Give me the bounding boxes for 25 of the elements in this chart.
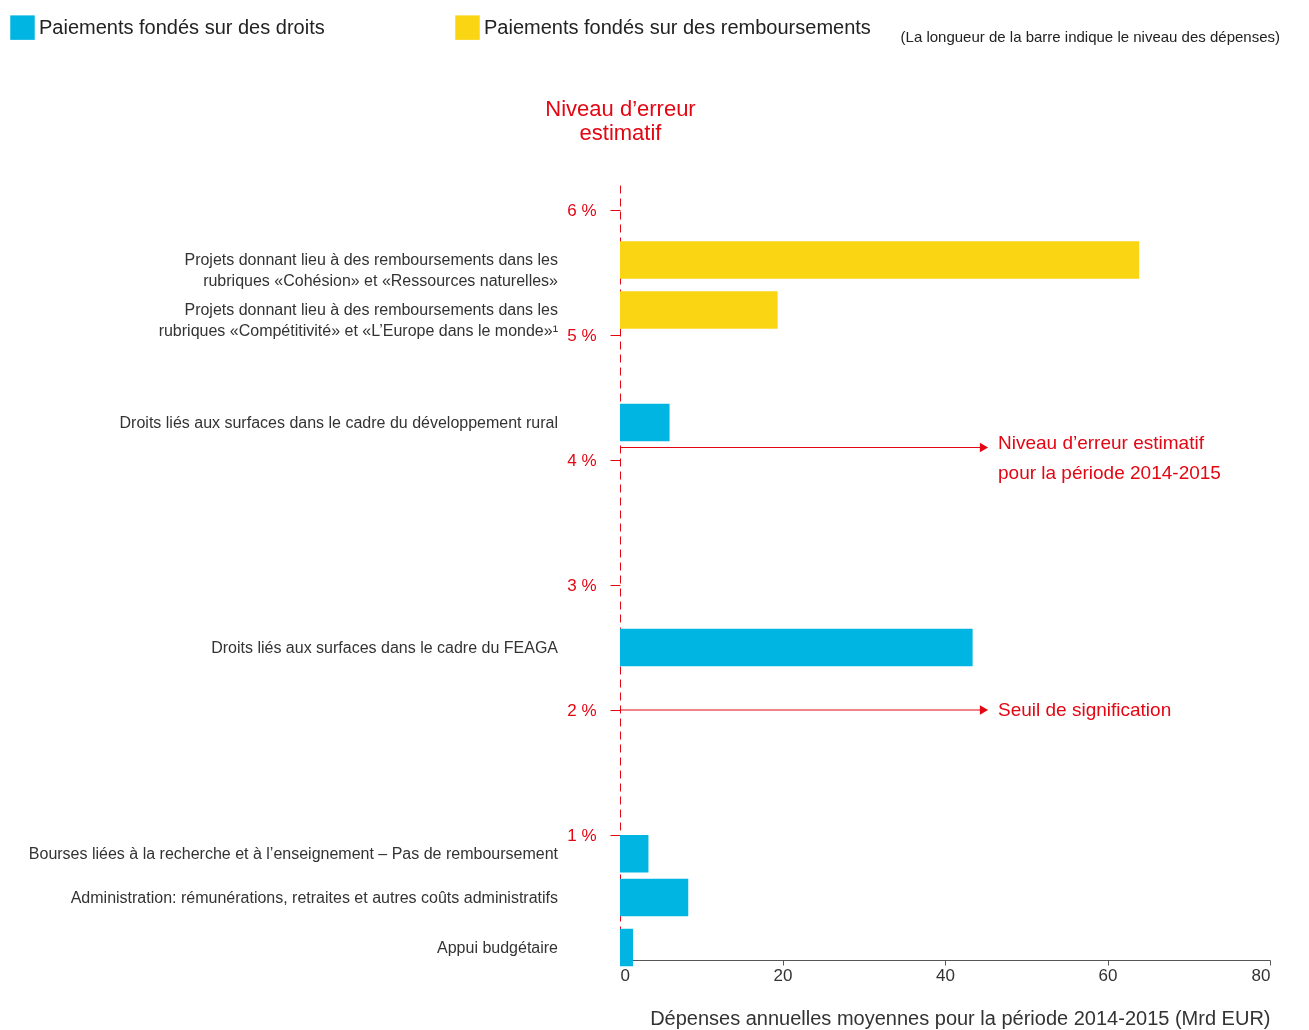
text: Bourses liées à la recherche et à l’enseignement – Pas de remboursement [28,844,559,862]
x-tick-label: 20 [773,965,793,985]
y-tick-label: 5 % [567,325,597,345]
y-tick-label: 2 % [567,700,597,720]
ref-line-label: Niveau d’erreur estimatif pour la période 2014-2015 [998,431,1221,483]
y-tick-label: 6 % [567,200,597,220]
text: Projets donnant lieu à des remboursements dans les rubriques «Compétitivité» et «L’Europe dans le monde»¹ [158,301,558,339]
x-axis-title: Dépenses annuelles moyennes pour la période 2014-2015 (Mrd EUR) [650,1006,1271,1029]
y-tick-label: 4 % [567,450,597,470]
text: Appui budgétaire [437,938,559,956]
y-tick-label: 1 % [567,825,597,845]
x-tick-label: 60 [1098,965,1118,985]
x-tick-label: 80 [1251,965,1271,985]
legend-label: Paiements fondés sur des remboursements [484,15,871,38]
x-tick-label: 0 [620,965,630,985]
text: Droits liés aux surfaces dans le cadre du développement rural [119,413,558,431]
text: Droits liés aux surfaces dans le cadre du FEAGA [211,638,559,656]
ref-line-label: Seuil de signification [998,699,1172,720]
text: Administration: rémunérations, retraites et autres coûts administratifs [70,888,558,906]
legend-label: Paiements fondés sur des droits [39,15,325,38]
x-tick-label: 40 [936,965,955,985]
y-axis-title: Niveau d’erreur estimatif [545,95,696,145]
y-tick-label: 3 % [567,575,597,595]
text: (La longueur de la barre indique le niveau des dépenses) [900,28,1280,45]
text: Projets donnant lieu à des remboursements dans les rubriques «Cohésion» et «Ressources naturelles» [184,251,559,289]
